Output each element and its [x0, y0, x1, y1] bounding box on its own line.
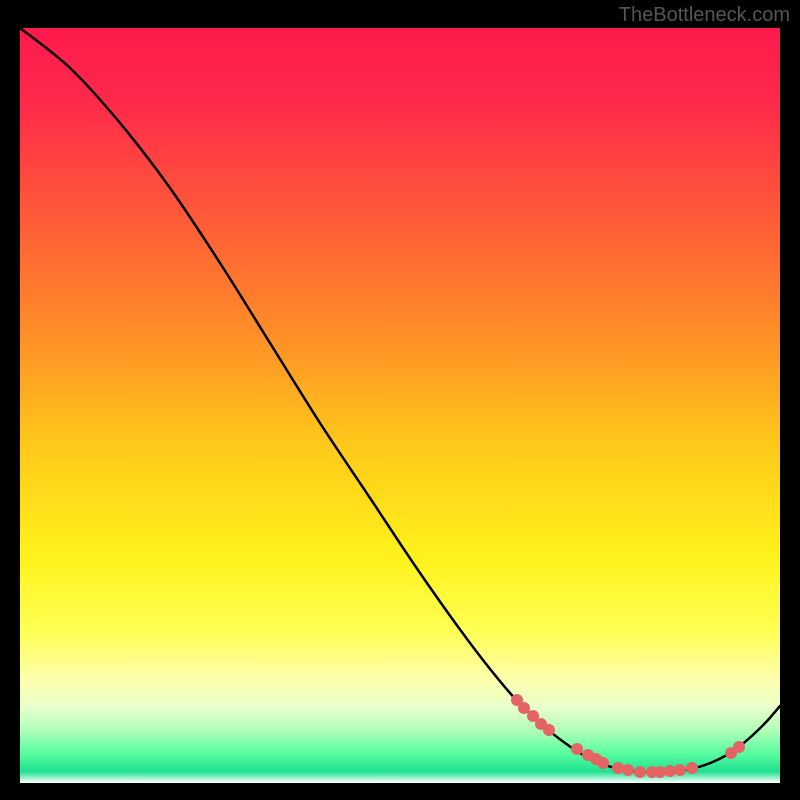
bottleneck-chart — [20, 28, 780, 783]
data-marker — [597, 757, 609, 769]
data-marker — [634, 766, 646, 778]
chart-svg — [20, 28, 780, 783]
data-marker — [686, 762, 698, 774]
data-marker — [571, 743, 583, 755]
data-marker — [612, 762, 624, 774]
data-marker — [543, 724, 555, 736]
data-marker — [518, 702, 530, 714]
data-marker — [733, 741, 745, 753]
attribution-text: TheBottleneck.com — [619, 4, 790, 27]
data-marker — [622, 764, 634, 776]
data-marker — [674, 764, 686, 776]
